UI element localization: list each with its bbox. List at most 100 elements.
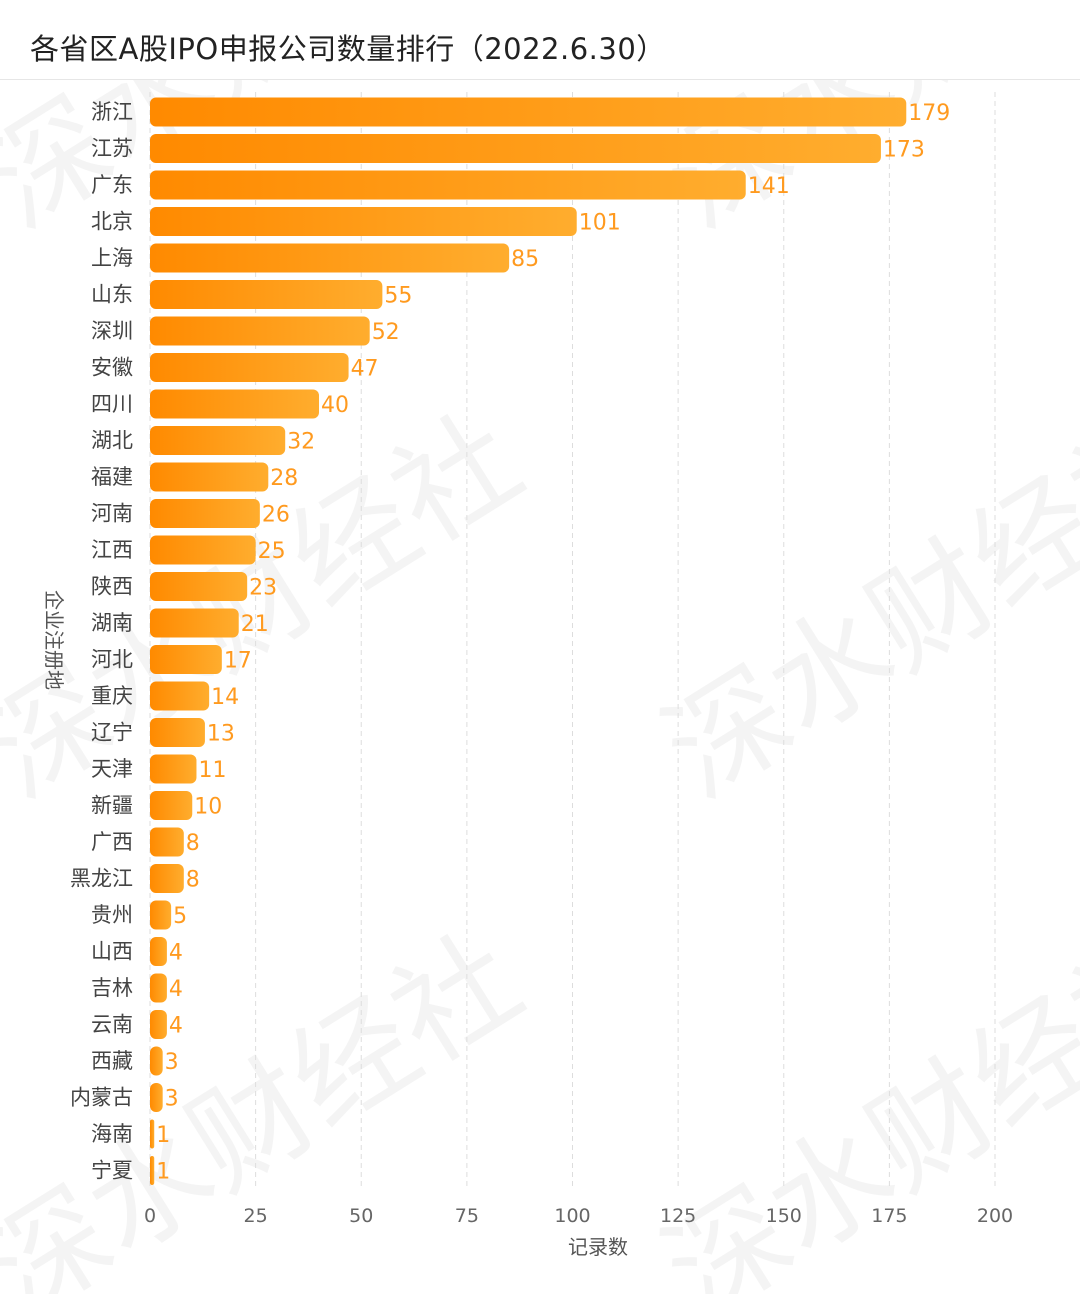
value-label: 28 [270, 466, 298, 491]
x-tick-label: 25 [244, 1205, 268, 1227]
value-label: 10 [194, 795, 222, 820]
bar [150, 207, 577, 236]
category-label: 海南 [91, 1122, 133, 1146]
bar [150, 572, 248, 601]
value-label: 32 [287, 430, 315, 455]
category-label: 陕西 [91, 575, 133, 599]
x-axis-title: 记录数 [568, 1235, 628, 1259]
value-label: 5 [173, 904, 187, 929]
category-label: 辽宁 [91, 721, 133, 745]
x-axis-ticks: 0 25 50 75 100 125 150 175 200 [144, 1205, 1013, 1227]
grid-lines [149, 92, 996, 1190]
bar [150, 1156, 155, 1185]
category-label: 黑龙江 [70, 867, 133, 891]
value-label: 47 [351, 357, 379, 382]
value-label: 1 [156, 1160, 170, 1185]
category-label: 安徽 [91, 356, 133, 380]
category-label: 山西 [91, 940, 133, 964]
category-label: 江苏 [91, 137, 133, 161]
value-label: 8 [186, 831, 200, 856]
value-label: 17 [224, 649, 252, 674]
value-label: 25 [258, 539, 286, 564]
bar [150, 97, 907, 127]
value-label: 52 [372, 320, 400, 345]
bar [150, 791, 193, 820]
bar [150, 389, 319, 419]
category-label: 贵州 [91, 903, 133, 927]
bar [150, 900, 172, 930]
bar [150, 973, 167, 1003]
value-label: 3 [165, 1050, 179, 1075]
bar [150, 316, 370, 346]
bar [150, 134, 881, 163]
category-label: 湖北 [91, 429, 133, 453]
bar [150, 1010, 167, 1039]
bar [150, 499, 260, 528]
y-axis-title: 企业注册地 [42, 590, 66, 690]
value-label: 4 [169, 1014, 183, 1039]
x-tick-label: 125 [660, 1205, 696, 1227]
category-label: 河南 [91, 502, 133, 526]
category-label: 新疆 [91, 794, 133, 818]
value-label: 85 [511, 247, 539, 272]
category-label: 山东 [91, 283, 133, 307]
bar [150, 827, 184, 857]
bar [150, 170, 746, 200]
page-title: 各省区A股IPO申报公司数量排行（2022.6.30） [30, 32, 666, 66]
category-label: 深圳 [91, 319, 133, 343]
bar [150, 462, 269, 492]
value-label: 1 [156, 1123, 170, 1148]
value-label: 14 [211, 685, 239, 710]
bar [150, 645, 222, 674]
watermark-text: 深水财经社 [642, 909, 1080, 1294]
value-label: 141 [748, 174, 790, 199]
bar [150, 754, 197, 784]
value-label: 55 [384, 284, 412, 309]
value-label: 26 [262, 503, 290, 528]
bar [150, 280, 383, 309]
x-tick-label: 175 [871, 1205, 907, 1227]
value-label: 3 [165, 1087, 179, 1112]
bar-chart: 深水财经社深水财经社深水财经社深水财经社深水财经社深水财经社 浙江179江苏17… [0, 80, 1080, 1294]
category-label: 江西 [91, 538, 133, 562]
bar [150, 426, 286, 455]
x-tick-label: 150 [766, 1205, 802, 1227]
bar [150, 535, 256, 565]
bar [150, 718, 205, 747]
bar [150, 1083, 163, 1112]
value-label: 4 [169, 941, 183, 966]
title-bar: 各省区A股IPO申报公司数量排行（2022.6.30） [0, 0, 1080, 80]
category-label: 云南 [91, 1013, 133, 1037]
category-label: 西藏 [91, 1049, 133, 1073]
category-label: 四川 [91, 392, 133, 416]
category-label: 宁夏 [91, 1159, 133, 1183]
category-label: 天津 [91, 757, 133, 781]
category-label: 福建 [91, 465, 133, 489]
bar [150, 1046, 163, 1076]
bar [150, 937, 167, 966]
watermark-text: 深水财经社 [642, 389, 1080, 825]
category-label: 河北 [91, 648, 133, 672]
value-label: 21 [241, 612, 269, 637]
value-label: 173 [883, 138, 925, 163]
category-label: 广西 [91, 830, 133, 854]
category-label: 广东 [91, 173, 133, 197]
x-tick-label: 100 [554, 1205, 590, 1227]
category-label: 湖南 [91, 611, 133, 635]
value-label: 11 [198, 758, 226, 783]
bar [150, 243, 510, 273]
x-tick-label: 200 [977, 1205, 1013, 1227]
category-label: 北京 [91, 210, 133, 234]
category-label: 浙江 [91, 100, 133, 124]
value-label: 40 [321, 393, 349, 418]
x-tick-label: 75 [455, 1205, 479, 1227]
category-label: 吉林 [91, 976, 133, 1000]
bar [150, 353, 349, 382]
x-tick-label: 0 [144, 1205, 156, 1227]
category-label: 重庆 [91, 684, 133, 708]
value-label: 4 [169, 977, 183, 1002]
x-tick-label: 50 [349, 1205, 373, 1227]
bar [150, 608, 239, 638]
value-label: 8 [186, 868, 200, 893]
